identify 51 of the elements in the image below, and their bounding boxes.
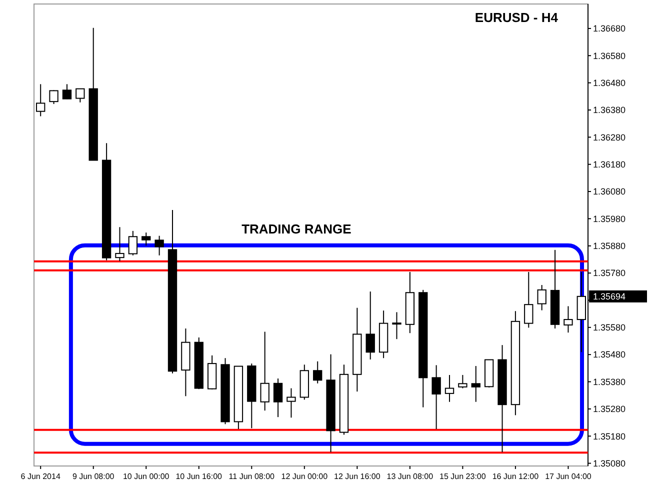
x-tick-label: 16 Jun 12:00 bbox=[492, 472, 540, 481]
candlestick bbox=[471, 365, 480, 402]
y-tick-label: 1.35480 bbox=[593, 350, 626, 360]
candlestick bbox=[432, 364, 441, 430]
text: 1.35694 bbox=[593, 292, 626, 302]
candlestick bbox=[76, 88, 85, 103]
text: EURUSD - H4 bbox=[474, 10, 559, 25]
candlestick bbox=[366, 291, 375, 360]
x-tick-label: 12 Jun 16:00 bbox=[334, 472, 381, 481]
candlestick bbox=[286, 388, 296, 418]
x-tick-label: 17 Jun 04:00 bbox=[545, 472, 592, 481]
x-tick-label: 9 Jun 08:00 bbox=[72, 472, 115, 481]
candlestick bbox=[142, 232, 151, 246]
y-tick-label: 1.35180 bbox=[593, 431, 626, 442]
y-tick-label: 1.35580 bbox=[593, 322, 626, 333]
x-tick-label: 11 Jun 08:00 bbox=[228, 472, 276, 481]
candlestick bbox=[154, 235, 164, 256]
y-tick-label: 1.36680 bbox=[593, 24, 626, 34]
candlestick bbox=[564, 306, 573, 334]
y-tick-label: 1.36480 bbox=[593, 78, 626, 88]
y-tick-label: 1.35380 bbox=[593, 376, 626, 387]
candlestick bbox=[458, 374, 468, 389]
candlestick bbox=[128, 230, 138, 256]
y-tick-label: 1.36180 bbox=[593, 159, 626, 170]
y-tick-label: 1.36280 bbox=[593, 132, 626, 142]
y-tick-label: 1.36080 bbox=[593, 186, 626, 197]
y-tick-label: 1.35780 bbox=[593, 268, 626, 278]
y-tick-label: 1.35880 bbox=[593, 241, 626, 252]
x-tick-label: 15 Jun 23:00 bbox=[440, 472, 486, 481]
candlestick bbox=[260, 331, 270, 412]
annotation: TRADING RANGE bbox=[242, 221, 352, 236]
y-tick-label: 1.35280 bbox=[593, 404, 626, 414]
candlestick bbox=[115, 226, 124, 262]
candlestick bbox=[392, 312, 402, 340]
candlestick bbox=[49, 90, 58, 105]
candlestick bbox=[313, 360, 322, 384]
candlestick bbox=[524, 271, 534, 328]
y-tick-label: 1.36380 bbox=[593, 105, 626, 116]
candlestick bbox=[444, 374, 454, 402]
x-tick-label: 12 Jun 00:00 bbox=[281, 472, 328, 481]
y-tick-label: 1.35080 bbox=[593, 458, 626, 468]
candlestick bbox=[273, 378, 283, 418]
x-tick-label: 10 Jun 16:00 bbox=[176, 472, 223, 481]
candlestick bbox=[62, 84, 72, 100]
x-tick-label: 13 Jun 08:00 bbox=[386, 472, 434, 481]
x-tick-label: 10 Jun 00:00 bbox=[122, 472, 170, 481]
y-tick-label: 1.35980 bbox=[593, 214, 626, 224]
y-tick-label: 1.36580 bbox=[593, 50, 626, 61]
candlestick bbox=[537, 284, 546, 311]
candlestick bbox=[36, 84, 46, 117]
x-tick-label: 6 Jun 2014 bbox=[20, 472, 61, 481]
